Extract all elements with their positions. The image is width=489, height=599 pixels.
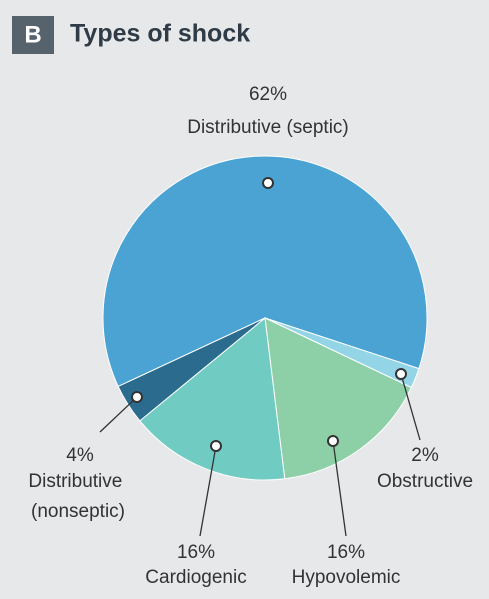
category-label: Obstructive <box>377 471 473 492</box>
value-label: 4% <box>66 445 94 466</box>
panel-letter: B <box>24 21 41 48</box>
label-line: (nonseptic) <box>31 501 125 522</box>
label-dot <box>395 368 407 380</box>
value-label: 62% <box>249 84 287 105</box>
panel-badge <box>12 16 54 54</box>
labels: 62% Distributive (septic) 2% Obstructive 16%… <box>28 84 473 588</box>
leader-line <box>400 373 421 441</box>
category-label: Cardiogenic <box>145 567 246 588</box>
category-label: Distributive (septic) <box>187 117 349 138</box>
pie-slice <box>264 317 413 480</box>
label-dot <box>210 440 222 452</box>
pie <box>102 155 428 481</box>
label-line: Distributive <box>28 471 127 492</box>
value-label: 16% <box>177 542 215 563</box>
pie-slice <box>117 317 266 422</box>
pie-slice <box>139 317 286 481</box>
leader-line <box>199 445 217 537</box>
leader-line <box>99 396 138 433</box>
pie-slice <box>102 155 428 388</box>
label-dot <box>262 177 274 189</box>
label-dot <box>131 391 143 403</box>
category-label: Hypovolemic <box>292 567 401 588</box>
label-dot <box>327 435 339 447</box>
chart-title: Types of shock <box>70 20 250 48</box>
value-label: 16% <box>327 542 365 563</box>
category-label: Distributive (nonseptic) <box>28 471 127 522</box>
leader-line <box>332 440 347 537</box>
value-label: 2% <box>411 445 439 466</box>
